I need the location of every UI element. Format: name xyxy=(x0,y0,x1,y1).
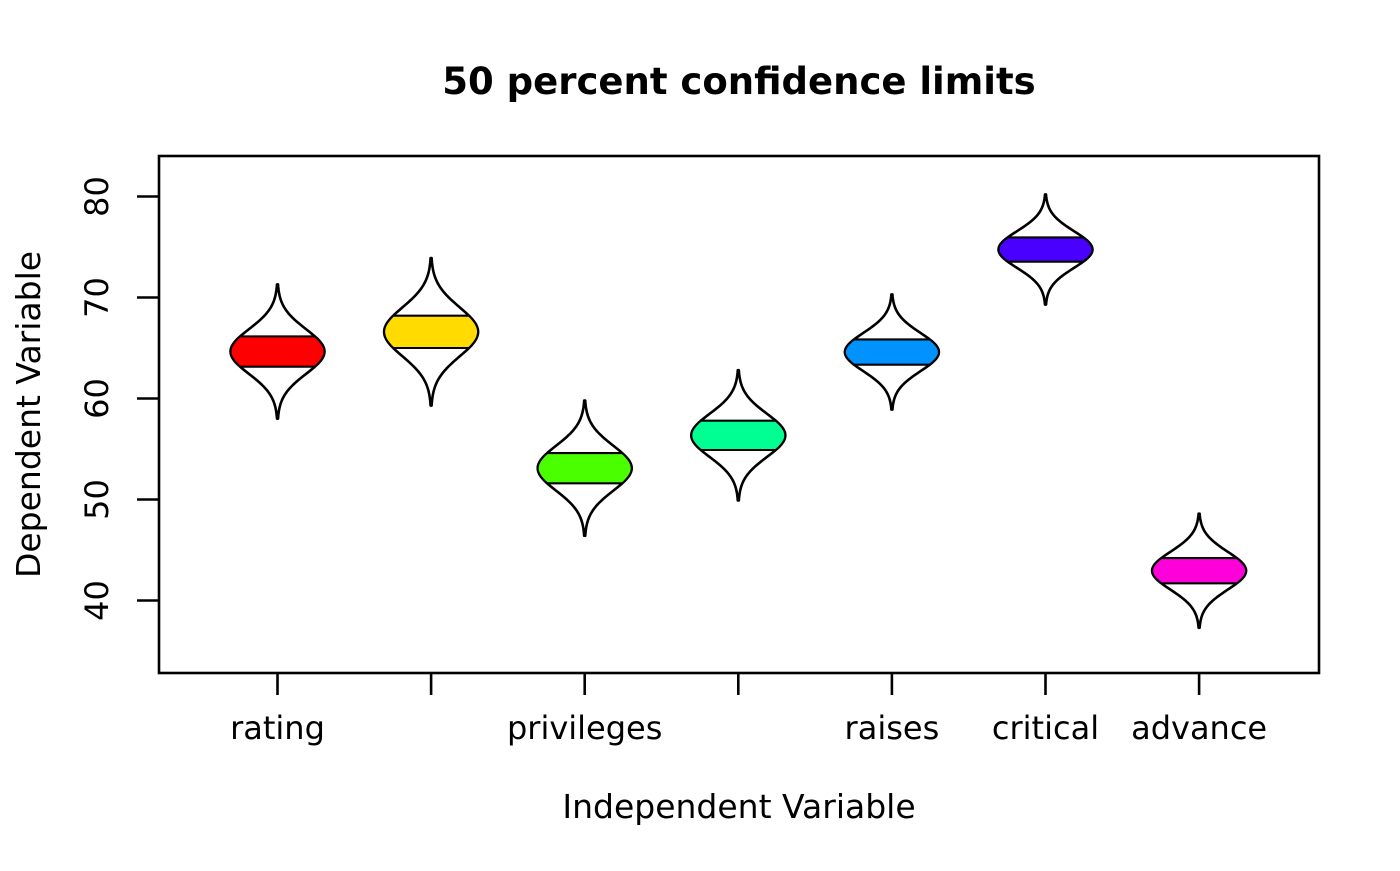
ci-band-raises xyxy=(843,338,940,366)
ci-band-col4 xyxy=(690,419,787,452)
x-axis-title: Independent Variable xyxy=(562,787,915,826)
ci-band-advance xyxy=(1151,557,1248,585)
y-axis-title: Dependent Variable xyxy=(9,251,48,578)
ci-band-critical xyxy=(997,236,1094,263)
ci-band-rating xyxy=(229,335,326,368)
x-axis-label-privileges: privileges xyxy=(507,709,662,747)
x-axis-label-raises: raises xyxy=(845,709,940,747)
x-axis-label-advance: advance xyxy=(1131,709,1267,747)
chart-title: 50 percent confidence limits xyxy=(442,60,1035,103)
y-axis-tick-label: 70 xyxy=(78,277,116,318)
y-axis-tick-label: 60 xyxy=(78,378,116,419)
x-axis-label-critical: critical xyxy=(992,709,1099,747)
y-axis-tick-label: 80 xyxy=(78,176,116,217)
ci-band-privileges xyxy=(536,451,633,485)
ci-band-col2 xyxy=(383,314,480,350)
x-axis-label-rating: rating xyxy=(230,709,325,747)
y-axis-tick-label: 50 xyxy=(78,479,116,520)
plot-area: 40 50 60 70 80 rating privileges raises critical… xyxy=(78,154,1321,747)
y-axis-tick-label: 40 xyxy=(78,580,116,621)
